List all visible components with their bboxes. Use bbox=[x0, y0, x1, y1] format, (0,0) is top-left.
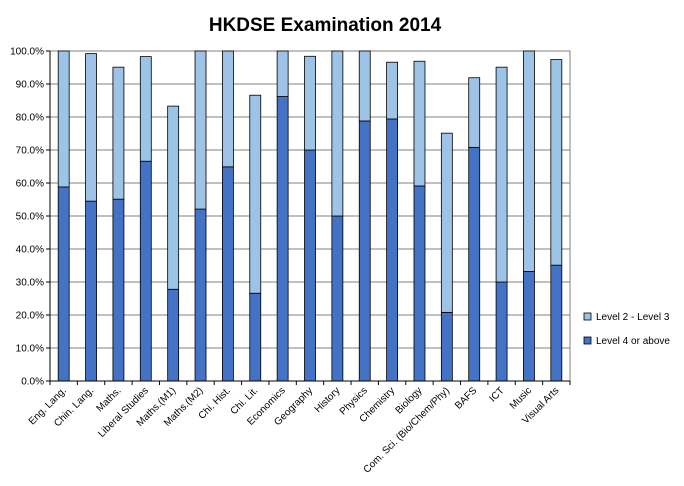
bar-level-4-or-above bbox=[57, 186, 70, 382]
x-tick-label: ICT bbox=[488, 385, 507, 404]
legend: Level 2 - Level 3 Level 4 or above bbox=[583, 312, 670, 347]
bar-level-2-level-3 bbox=[139, 56, 152, 162]
bar-level-4-or-above bbox=[112, 198, 125, 382]
bar-level-2-level-3 bbox=[468, 77, 481, 148]
bar-level-2-level-3 bbox=[85, 53, 97, 202]
y-tick-label: 20.0% bbox=[16, 311, 44, 322]
bar-level-2-level-3 bbox=[440, 132, 453, 313]
bar-level-2-level-3 bbox=[413, 60, 426, 187]
legend-swatch bbox=[583, 336, 592, 345]
bar-level-2-level-3 bbox=[304, 55, 316, 151]
bar-level-4-or-above bbox=[194, 208, 207, 382]
bar-level-2-level-3 bbox=[550, 59, 563, 266]
axes bbox=[49, 51, 571, 385]
bar-level-4-or-above bbox=[139, 160, 152, 382]
y-tick-label: 30.0% bbox=[16, 278, 44, 289]
bar-level-4-or-above bbox=[468, 146, 481, 382]
bar-level-2-level-3 bbox=[386, 61, 399, 120]
bar-level-2-level-3 bbox=[194, 50, 207, 210]
bar-level-4-or-above bbox=[249, 292, 262, 382]
bar-level-2-level-3 bbox=[57, 50, 70, 188]
bar-level-2-level-3 bbox=[112, 66, 125, 200]
bar-level-2-level-3 bbox=[221, 50, 234, 168]
bar-level-2-level-3 bbox=[276, 50, 289, 97]
bar-level-4-or-above bbox=[276, 96, 289, 382]
bar-level-4-or-above bbox=[495, 281, 508, 382]
bar-level-2-level-3 bbox=[358, 50, 371, 122]
bar-level-2-level-3 bbox=[249, 94, 262, 294]
y-tick-label: 0.0% bbox=[21, 377, 44, 388]
chart-title: HKDSE Examination 2014 bbox=[209, 15, 442, 36]
y-tick-label: 60.0% bbox=[16, 179, 44, 190]
legend-label: Level 2 - Level 3 bbox=[596, 312, 670, 323]
bar-level-4-or-above bbox=[440, 311, 453, 382]
bars bbox=[57, 50, 563, 382]
bar-level-2-level-3 bbox=[495, 66, 508, 283]
bar-level-4-or-above bbox=[413, 185, 426, 382]
bar-level-4-or-above bbox=[523, 271, 535, 382]
bar-level-4-or-above bbox=[550, 264, 563, 382]
legend-label: Level 4 or above bbox=[596, 336, 670, 347]
y-tick-label: 50.0% bbox=[16, 212, 44, 223]
y-axis-ticks: 0.0% 10.0% 20.0% 30.0% 40.0% 50.0% 60.0% 70.0% 8… bbox=[10, 47, 50, 388]
x-tick-label: BAFS bbox=[453, 385, 479, 411]
y-tick-label: 100.0% bbox=[10, 47, 44, 58]
legend-swatch bbox=[583, 312, 592, 321]
bar-level-4-or-above bbox=[85, 200, 97, 382]
bar-level-2-level-3 bbox=[523, 50, 535, 272]
bar-level-4-or-above bbox=[386, 118, 399, 382]
y-tick-label: 80.0% bbox=[16, 113, 44, 124]
bar-level-4-or-above bbox=[221, 166, 234, 382]
bar-level-4-or-above bbox=[331, 215, 344, 382]
y-tick-label: 40.0% bbox=[16, 245, 44, 256]
y-tick-label: 10.0% bbox=[16, 344, 44, 355]
bar-level-4-or-above bbox=[358, 120, 371, 382]
y-tick-label: 90.0% bbox=[16, 80, 44, 91]
y-tick-label: 70.0% bbox=[16, 146, 44, 157]
bar-level-2-level-3 bbox=[167, 105, 180, 290]
bar-level-2-level-3 bbox=[331, 50, 344, 217]
x-axis-labels: Eng. Lang.Chin. Lang.Maths.Liberal Studi… bbox=[27, 385, 562, 476]
bar-level-4-or-above bbox=[304, 149, 316, 382]
bar-level-4-or-above bbox=[167, 288, 180, 382]
